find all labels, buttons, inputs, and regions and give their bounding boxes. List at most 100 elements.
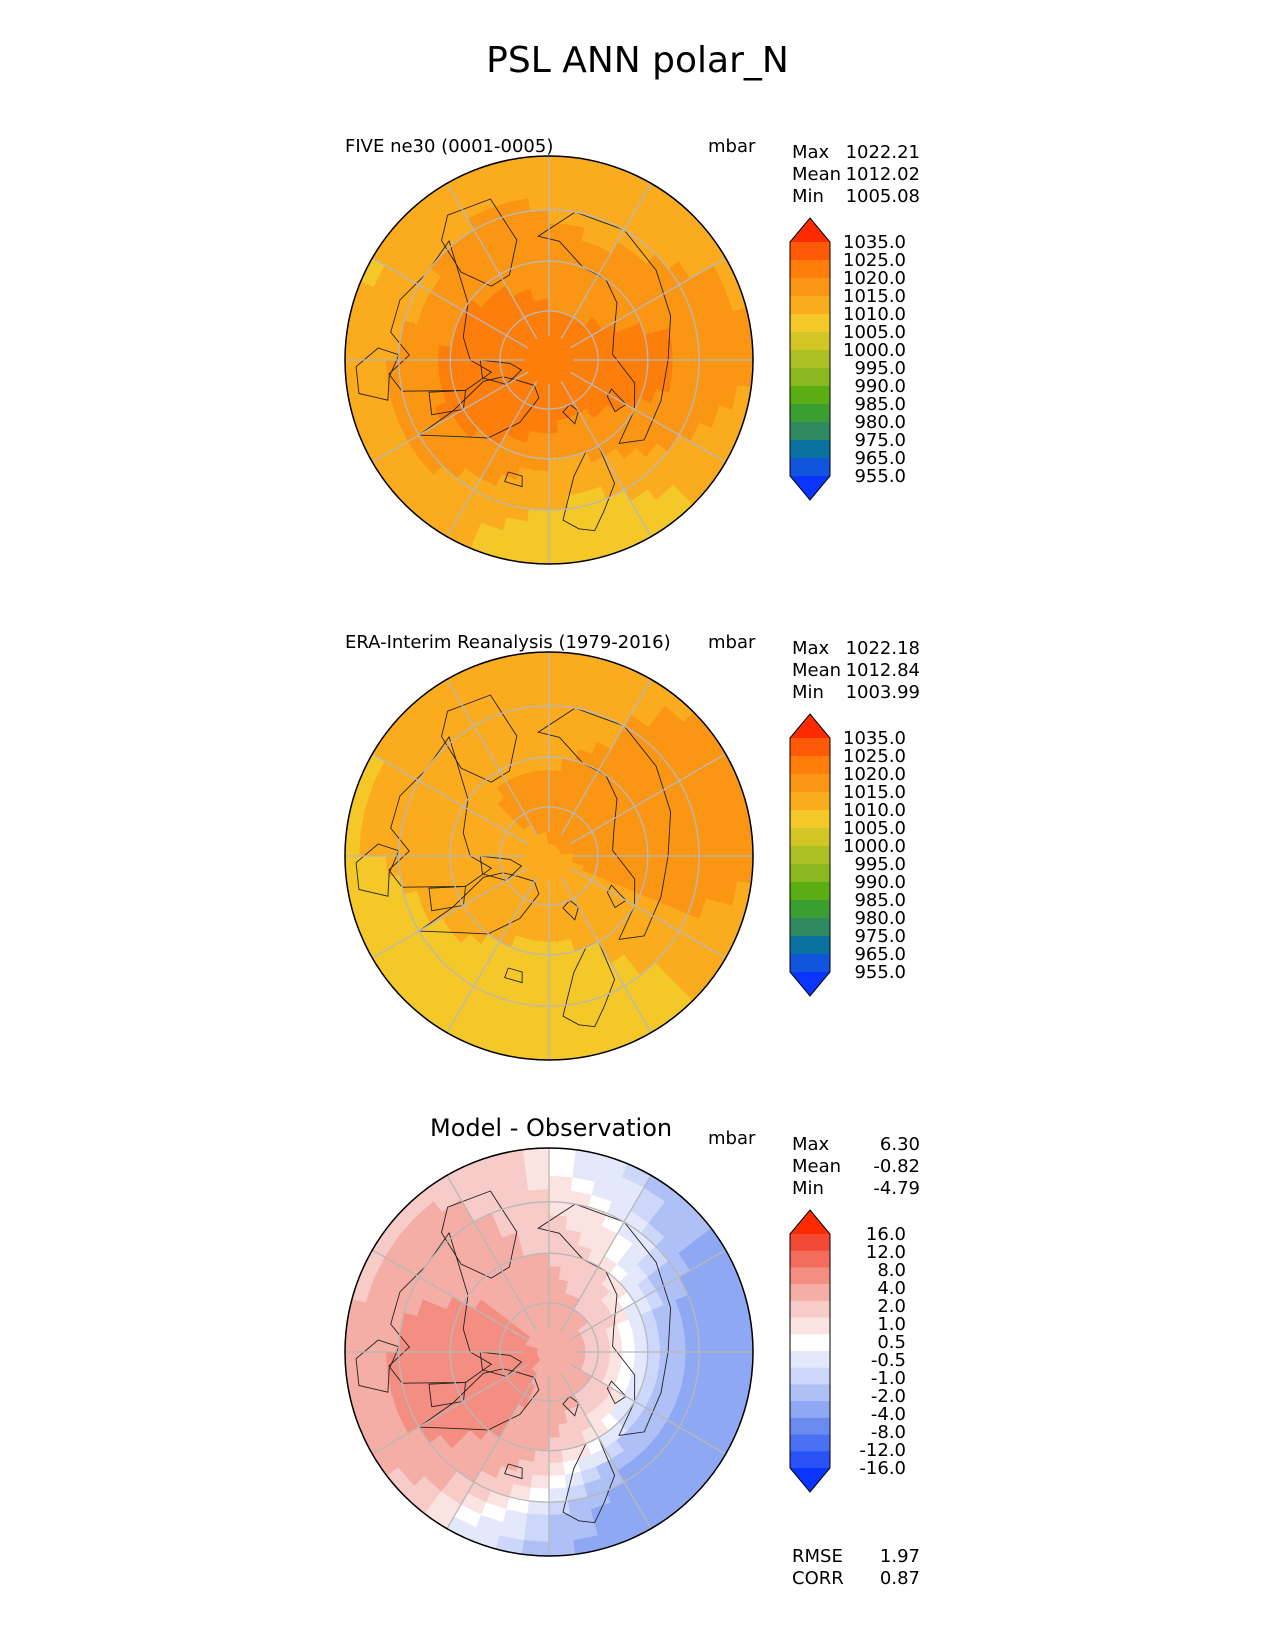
meridian-line [560, 679, 652, 836]
contour-cell [723, 855, 740, 882]
contour-cell [540, 1400, 550, 1414]
meridian-line [569, 1363, 726, 1455]
colorbar-swatch [790, 1451, 830, 1469]
contour-cell [646, 359, 661, 376]
colorbar-extend-min [790, 476, 830, 500]
coastline-novaya [606, 1380, 627, 1405]
contour-cell [723, 830, 740, 857]
contour-cell [646, 855, 661, 872]
contour-cell [525, 678, 550, 695]
contour-cell [548, 235, 566, 250]
colorbar-tick: 8.0 [877, 1260, 906, 1281]
colorbar-tick: 990.0 [854, 872, 906, 893]
contour-cell [548, 1513, 573, 1530]
coastline-novaya [606, 884, 627, 909]
contour-cell [521, 1044, 550, 1060]
stats-block: Max 6.30 Mean -0.82 Min -4.79 [792, 1134, 920, 1200]
contour-cell [548, 273, 561, 288]
colorbar-tick: 995.0 [854, 358, 906, 379]
colorbar-swatch [790, 756, 830, 775]
colorbar-tick: 1005.0 [843, 322, 906, 343]
figure-title: PSL ANN polar_N [486, 40, 789, 81]
contour-cell [634, 1338, 649, 1353]
contour-cell [697, 855, 713, 878]
contour-cell [710, 1328, 727, 1353]
contour-cell [537, 1424, 550, 1439]
stat-value: -4.79 [873, 1178, 920, 1199]
colorbar-tick: -12.0 [859, 1440, 906, 1461]
contour-cell [548, 1240, 565, 1255]
colorbar-tick: 1000.0 [843, 836, 906, 857]
contour-cell [530, 1474, 550, 1490]
contour-cell [424, 839, 439, 857]
contour-cell [548, 1044, 577, 1060]
colorbar-tick: 1035.0 [843, 232, 906, 253]
colorbar-tick: 1035.0 [843, 728, 906, 749]
contour-cell [697, 1330, 713, 1353]
contour-cell [548, 1227, 566, 1242]
contour-cell [411, 359, 427, 379]
colorbar-tick: 4.0 [877, 1278, 906, 1299]
contour-cell [358, 1326, 375, 1353]
contour-cell [548, 1148, 577, 1164]
contour-cell [684, 1351, 700, 1373]
contour-cell [548, 445, 563, 460]
contour-cell [597, 855, 611, 865]
contour-cell [548, 718, 568, 734]
contour-cell [449, 1351, 464, 1366]
contour-cell [411, 341, 427, 361]
contour-cell [424, 1335, 439, 1353]
contour-cell [548, 806, 556, 821]
contour-cell [487, 1343, 501, 1353]
meridian-line [446, 1175, 538, 1332]
stat-label: Min [792, 186, 824, 207]
contour-cell [449, 1338, 464, 1353]
colorbar-swatch [790, 792, 830, 811]
meridian-line [372, 1363, 529, 1455]
coastline-alaska [441, 694, 518, 783]
coastline-scand [562, 940, 616, 1028]
contour-cell [345, 332, 361, 361]
contour-cell [437, 359, 452, 376]
panel-title: ERA-Interim Reanalysis (1979-2016) [345, 632, 671, 653]
colorbar-outline [789, 713, 831, 997]
colorbar-tick: 980.0 [854, 908, 906, 929]
contour-cell [548, 521, 573, 538]
colorbar-extend-max [790, 714, 830, 738]
colorbar-tick: 1000.0 [843, 340, 906, 361]
contour-cell [525, 182, 550, 199]
stat-label: Max [792, 142, 830, 163]
panel-title: FIVE ne30 (0001-0005) [345, 136, 554, 157]
contour-fill [345, 156, 753, 564]
meridian-line [446, 679, 538, 836]
contour-cell [371, 359, 388, 384]
contour-cell [474, 845, 489, 857]
colorbar-swatch [790, 900, 830, 919]
colorbar-tick: 1020.0 [843, 764, 906, 785]
coastline-iceland [504, 1463, 523, 1480]
contour-cell [548, 1174, 573, 1191]
contour-cell [737, 1324, 753, 1353]
colorbar-tick: 980.0 [854, 412, 906, 433]
colorbar-tick: -8.0 [870, 1422, 906, 1443]
contour-cell [424, 343, 439, 361]
contour-cell [527, 1004, 550, 1020]
contour-cell [548, 1500, 571, 1516]
contour-cell [532, 470, 550, 485]
polar-map [344, 651, 754, 1061]
contour-cell [527, 692, 550, 708]
colorbar-tick: 16.0 [865, 1224, 906, 1245]
colorbar-swatch [790, 278, 830, 297]
meridian-line [372, 1249, 529, 1341]
map-boundary [344, 651, 754, 1061]
colorbar [789, 713, 831, 997]
contour-cell [684, 835, 700, 857]
contour-cell [345, 828, 361, 857]
contour-cell [548, 744, 565, 759]
contour-cell [548, 692, 571, 708]
stat-label: Min [792, 1178, 824, 1199]
colorbar-swatch [790, 260, 830, 279]
meridian-line [560, 1372, 652, 1529]
contour-cell [684, 359, 700, 381]
contour-cell [671, 341, 687, 361]
